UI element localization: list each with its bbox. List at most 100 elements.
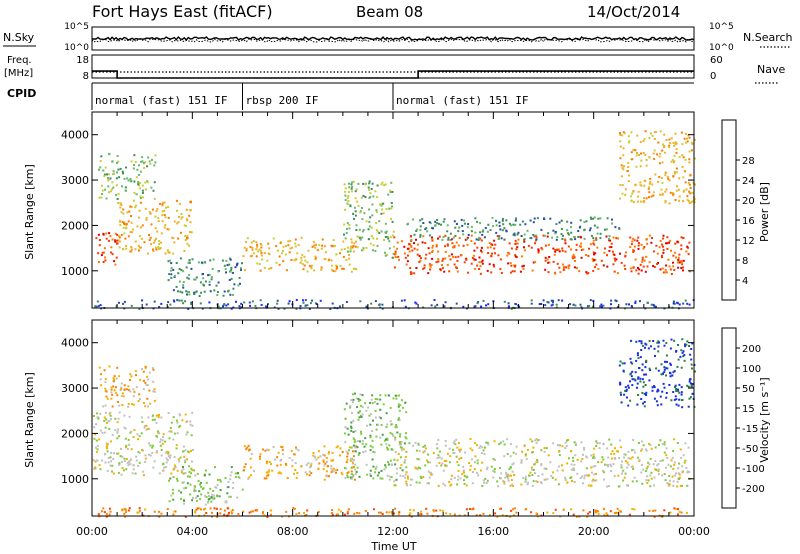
scatter-cell xyxy=(535,512,538,515)
scatter-cell xyxy=(261,258,264,261)
scatter-cell xyxy=(456,259,459,262)
scatter-cell xyxy=(591,257,594,260)
scatter-cell xyxy=(409,235,412,237)
scatter-cell xyxy=(573,469,576,471)
scatter-cell xyxy=(475,514,478,517)
scatter-cell xyxy=(261,448,264,451)
scatter-cell xyxy=(653,157,656,160)
scatter-cell xyxy=(514,255,517,258)
scatter-cell xyxy=(668,483,671,486)
scatter-cell xyxy=(361,249,363,252)
scatter-cell xyxy=(675,403,678,406)
scatter-cell xyxy=(181,216,184,219)
scatter-cell xyxy=(564,479,567,481)
scatter-cell xyxy=(320,247,323,250)
scatter-cell xyxy=(392,252,395,255)
scatter-cell xyxy=(122,172,124,175)
scatter-cell xyxy=(544,244,547,247)
scatter-cell xyxy=(535,234,538,237)
scatter-cell xyxy=(331,513,334,516)
scatter-cell xyxy=(138,509,141,512)
scatter-cell xyxy=(672,391,675,393)
scatter-cell xyxy=(162,201,165,204)
scatter-cell xyxy=(111,393,114,396)
scatter-cell xyxy=(552,442,555,445)
scatter-cell xyxy=(162,433,165,436)
scatter-cell xyxy=(297,244,300,247)
scatter-cell xyxy=(229,270,232,273)
scatter-cell xyxy=(453,476,456,479)
scatter-cell xyxy=(358,475,361,478)
scatter-cell xyxy=(249,304,252,307)
scatter-cell xyxy=(643,373,646,376)
scatter-cell xyxy=(294,469,297,471)
colorbar-frame xyxy=(721,119,737,301)
scatter-cell xyxy=(353,512,356,515)
scatter-cell xyxy=(246,237,249,240)
scatter-cell xyxy=(344,199,347,201)
scatter-cell xyxy=(650,471,653,474)
scatter-cell xyxy=(354,190,357,193)
scatter-cell xyxy=(104,378,107,381)
scatter-cell xyxy=(665,342,668,345)
x-tick-label: 12:00 xyxy=(377,525,409,538)
scatter-cell xyxy=(656,464,659,467)
scatter-cell xyxy=(229,258,232,261)
scatter-cell xyxy=(415,449,418,452)
scatter-cell xyxy=(193,489,196,492)
scatter-cell xyxy=(372,195,375,198)
scatter-cell xyxy=(102,405,105,408)
scatter-cell xyxy=(144,457,147,460)
scatter-cell xyxy=(378,511,380,514)
scatter-cell xyxy=(249,457,252,460)
scatter-cell xyxy=(680,393,683,396)
scatter-cell xyxy=(627,450,630,453)
scatter-cell xyxy=(124,186,127,189)
scatter-cell xyxy=(386,235,389,238)
scatter-cell xyxy=(629,380,631,383)
scatter-cell xyxy=(330,459,333,462)
scatter-cell xyxy=(561,238,564,240)
scatter-cell xyxy=(457,244,460,247)
scatter-cell xyxy=(525,457,528,460)
scatter-cell xyxy=(124,515,127,518)
scatter-cell xyxy=(370,235,373,237)
noise-search-line xyxy=(91,38,695,43)
scatter-cell xyxy=(661,267,664,270)
scatter-cell xyxy=(656,404,659,407)
scatter-cell xyxy=(680,244,683,247)
scatter-cell xyxy=(154,161,157,164)
scatter-cell xyxy=(353,478,356,481)
scatter-cell xyxy=(330,512,333,514)
scatter-cell xyxy=(618,457,621,459)
scatter-cell xyxy=(677,513,679,516)
scatter-cell xyxy=(638,458,641,461)
scatter-cell xyxy=(474,217,477,220)
scatter-cell xyxy=(668,138,671,141)
scatter-cell xyxy=(224,477,227,479)
scatter-cell xyxy=(116,233,119,236)
scatter-cell xyxy=(514,264,517,267)
scatter-cell xyxy=(356,397,359,400)
scatter-cell xyxy=(391,433,394,436)
scatter-cell xyxy=(209,507,212,510)
scatter-cell xyxy=(603,251,606,254)
scatter-cell xyxy=(419,219,422,222)
scatter-cell xyxy=(110,418,112,421)
scatter-cell xyxy=(152,189,155,192)
scatter-cell xyxy=(544,259,547,262)
scatter-cell xyxy=(435,245,438,248)
scatter-cell xyxy=(652,484,655,487)
scatter-cell xyxy=(165,206,168,209)
scatter-cell xyxy=(472,471,474,473)
scatter-cell xyxy=(641,378,644,381)
scatter-cell xyxy=(657,468,660,471)
scatter-cell xyxy=(629,246,632,249)
scatter-cell xyxy=(632,149,635,151)
scatter-cell xyxy=(663,386,666,389)
scatter-cell xyxy=(399,433,402,436)
scatter-cell xyxy=(284,462,287,465)
scatter-cell xyxy=(496,515,499,518)
scatter-cell xyxy=(354,197,357,200)
scatter-cell xyxy=(310,472,313,475)
